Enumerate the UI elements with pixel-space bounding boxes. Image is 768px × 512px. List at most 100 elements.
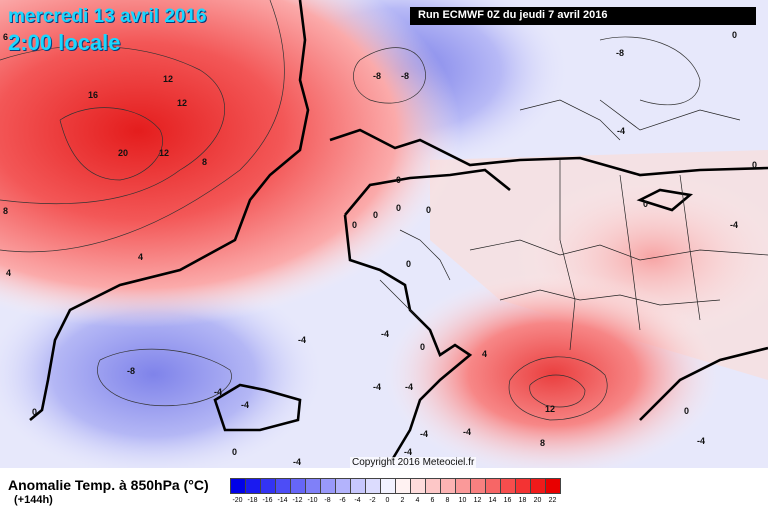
contour-label: 20: [118, 148, 128, 158]
colorbar-label: -8: [324, 497, 331, 504]
colorbar-swatch: [410, 478, 426, 494]
colorbar-label: -20: [232, 497, 243, 504]
iberia-coast: [343, 214, 473, 461]
colorbar-label: 22: [548, 497, 557, 504]
contour-label: -4: [381, 329, 389, 339]
contour-label: -8: [401, 71, 409, 81]
contour-label: -8: [616, 48, 624, 58]
colorbar-label: 10: [458, 497, 467, 504]
forecast-date: mercredi 13 avril 2016: [8, 6, 207, 27]
colorbar-label: -16: [262, 497, 273, 504]
contour-label: 12: [545, 404, 555, 414]
colorbar-label: -18: [247, 497, 258, 504]
colorbar-label: -4: [354, 497, 361, 504]
contour-label: -4: [617, 126, 625, 136]
contour-label: 0: [352, 220, 357, 230]
colorbar-swatch: [305, 478, 321, 494]
contour-label: -4: [293, 457, 301, 467]
colorbar-swatch: [380, 478, 396, 494]
contour-label: 0: [752, 160, 757, 170]
contour-label: -4: [697, 436, 705, 446]
norway-coast: [344, 168, 511, 216]
contour-label: 0: [420, 342, 425, 352]
colorbar-swatch: [365, 478, 381, 494]
colorbar-swatch: [290, 478, 306, 494]
colorbar-swatch: [425, 478, 441, 494]
contour-label: -4: [298, 335, 306, 345]
contour-label: 0: [232, 447, 237, 457]
colorbar-swatch: [515, 478, 531, 494]
colorbar-label: 18: [518, 497, 527, 504]
contour-label: 0: [426, 205, 431, 215]
contour-label: 8: [540, 438, 545, 448]
contour-label: 6: [3, 32, 8, 42]
contour-label: 4: [6, 268, 11, 278]
contour-label: 0: [643, 199, 648, 209]
colorbar-label: -12: [292, 497, 303, 504]
contour-label: 0: [32, 407, 37, 417]
contour-labels: 12 16 12 20 12 8 8 4 4 0 -8 -8 -8 -4 0 0…: [3, 30, 757, 467]
contour-label: -4: [373, 382, 381, 392]
contour-label: 8: [202, 157, 207, 167]
colorbar-label: 4: [415, 497, 420, 504]
color-scale: -20 -18 -16 -14 -12 -10 -8 -6 -4 -2 0 2 4 6 8 10 12 14 16 1…: [230, 478, 561, 510]
colorbar-swatch: [485, 478, 501, 494]
colorbar-swatch: [455, 478, 471, 494]
colorbar-swatch: [545, 478, 561, 494]
colorbar-label: 12: [473, 497, 482, 504]
colorbar-label: 8: [445, 497, 450, 504]
contour-label: -8: [373, 71, 381, 81]
land-outlines: [29, 0, 768, 461]
contour-label: -4: [241, 400, 249, 410]
colorbar-label: -6: [339, 497, 346, 504]
colorbar-label: 2: [400, 497, 405, 504]
contour-label: -8: [127, 366, 135, 376]
colorbar-swatch: [530, 478, 546, 494]
contour-label: -4: [420, 429, 428, 439]
contour-label: 4: [482, 349, 487, 359]
contour-label: 0: [406, 259, 411, 269]
colorbar-swatch: [230, 478, 246, 494]
colorbar-swatch: [440, 478, 456, 494]
warm-anomaly-greenland: [0, 0, 768, 468]
colorbar-label: -2: [369, 497, 376, 504]
contour-label: -4: [405, 382, 413, 392]
contour-label: 12: [163, 74, 173, 84]
colorbar-label: 6: [430, 497, 435, 504]
colorbar-swatch: [245, 478, 261, 494]
lead-time: (+144h): [14, 494, 53, 506]
temperature-anomaly-map: 12 16 12 20 12 8 8 4 4 0 -8 -8 -8 -4 0 0…: [0, 0, 768, 468]
contour-label: -4: [214, 387, 222, 397]
contour-label: 16: [88, 90, 98, 100]
country-borders: [379, 99, 768, 351]
map-panel: 12 16 12 20 12 8 8 4 4 0 -8 -8 -8 -4 0 0…: [0, 0, 768, 468]
baltic-island: [636, 188, 694, 212]
contour-label: 12: [159, 148, 169, 158]
colorbar-swatch: [335, 478, 351, 494]
colorbar-label: -10: [307, 497, 318, 504]
colorbar-swatch: [320, 478, 336, 494]
contour-label: 4: [138, 252, 143, 262]
colorbar-swatch: [500, 478, 516, 494]
model-run-banner: Run ECMWF 0Z du jeudi 7 avril 2016: [410, 7, 756, 25]
colorbar-swatch: [275, 478, 291, 494]
greenland-coast: [29, 0, 310, 421]
colorbar-swatch: [350, 478, 366, 494]
colorbar-swatch: [470, 478, 486, 494]
colorbar-swatch: [395, 478, 411, 494]
colorbar-label: 0: [385, 497, 390, 504]
colorbar-label: -14: [277, 497, 288, 504]
colorbar-label: 16: [503, 497, 512, 504]
copyright-text: Copyright 2016 Meteociel.fr: [350, 457, 477, 468]
contour-label: 0: [732, 30, 737, 40]
scandinavia-edge: [329, 128, 768, 177]
legend-title: Anomalie Temp. à 850hPa (°C): [8, 477, 209, 493]
black-sea-coast: [639, 346, 768, 421]
contour-label: 0: [684, 406, 689, 416]
colorbar-label: 14: [488, 497, 497, 504]
contour-label: -4: [463, 427, 471, 437]
contour-label: 0: [396, 203, 401, 213]
contour-label: 0: [396, 175, 401, 185]
contour-label: -4: [730, 220, 738, 230]
forecast-time: 2:00 locale: [8, 30, 121, 55]
